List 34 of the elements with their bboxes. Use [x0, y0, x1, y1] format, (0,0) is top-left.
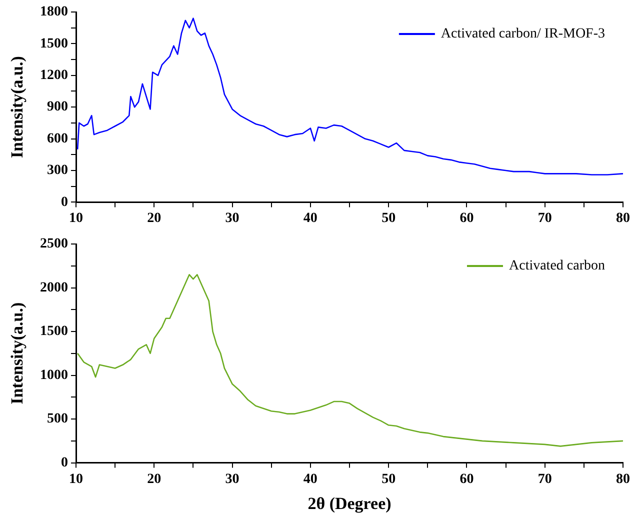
y-tick-label: 0 — [61, 194, 68, 210]
x-tick-label: 60 — [460, 472, 474, 487]
y-axis-title: Intensity(a.u.) — [8, 56, 27, 158]
x-tick-label: 40 — [303, 472, 318, 487]
x-tick-label: 70 — [538, 211, 552, 226]
y-tick-label: 1200 — [40, 68, 68, 84]
y-tick-label: 1500 — [40, 36, 68, 52]
y-tick-label: 600 — [47, 131, 68, 146]
y-tick-label: 1800 — [40, 4, 68, 20]
y-tick-label: 0 — [61, 455, 68, 470]
legend-label: Activated carbon — [508, 258, 606, 274]
x-tick-label: 10 — [69, 472, 83, 487]
y-tick-label: 1000 — [40, 368, 68, 383]
x-tick-label: 50 — [382, 472, 396, 487]
y-tick-label: 300 — [47, 163, 68, 178]
y-tick-label: 1500 — [40, 324, 68, 340]
y-axis-title: Intensity(a.u.) — [8, 302, 27, 404]
x-tick-label: 60 — [460, 211, 474, 226]
x-axis-title: 2θ (Degree) — [308, 494, 392, 514]
x-tick-label: 80 — [616, 472, 630, 487]
legend-label: Activated carbon/ IR-MOF-3 — [440, 26, 606, 42]
y-tick-label: 500 — [47, 412, 68, 427]
x-tick-label: 80 — [616, 211, 630, 226]
x-tick-label: 20 — [147, 472, 162, 487]
x-tick-label: 50 — [382, 211, 396, 226]
x-tick-label: 30 — [225, 472, 240, 487]
y-tick-label: 900 — [47, 100, 68, 115]
x-tick-label: 30 — [225, 211, 240, 226]
x-tick-label: 20 — [147, 211, 162, 226]
x-tick-label: 40 — [303, 211, 318, 226]
x-tick-label: 10 — [69, 211, 83, 226]
y-tick-label: 2000 — [40, 280, 68, 296]
x-tick-label: 70 — [538, 472, 552, 487]
y-tick-label: 2500 — [40, 236, 68, 252]
